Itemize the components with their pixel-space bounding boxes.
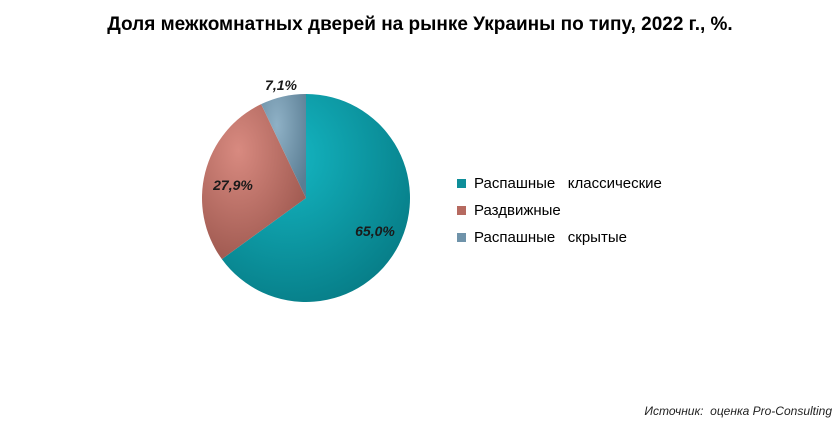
legend-swatch: [457, 179, 466, 188]
legend-item: Распашные скрытые: [457, 224, 662, 251]
pie-slice: [201, 104, 306, 260]
legend-item: Раздвижные: [457, 197, 662, 224]
pie-slice: [261, 94, 306, 198]
legend-label: Распашные классические: [474, 175, 662, 192]
slice-data-label: 27,9%: [212, 177, 253, 193]
legend-item: Распашные классические: [457, 170, 662, 197]
slice-data-label: 7,1%: [265, 77, 297, 93]
legend-swatch: [457, 206, 466, 215]
legend-label: Распашные скрытые: [474, 229, 627, 246]
legend-swatch: [457, 233, 466, 242]
slice-data-label: 65,0%: [355, 223, 395, 239]
pie-slice: [221, 94, 410, 303]
legend: Распашные классические Раздвижные Распашны…: [457, 170, 662, 251]
legend-label: Раздвижные: [474, 202, 561, 219]
chart-title: Доля межкомнатных дверей на рынке Украин…: [107, 14, 733, 35]
source-note: Источник: оценка Pro-Consulting: [644, 404, 832, 418]
